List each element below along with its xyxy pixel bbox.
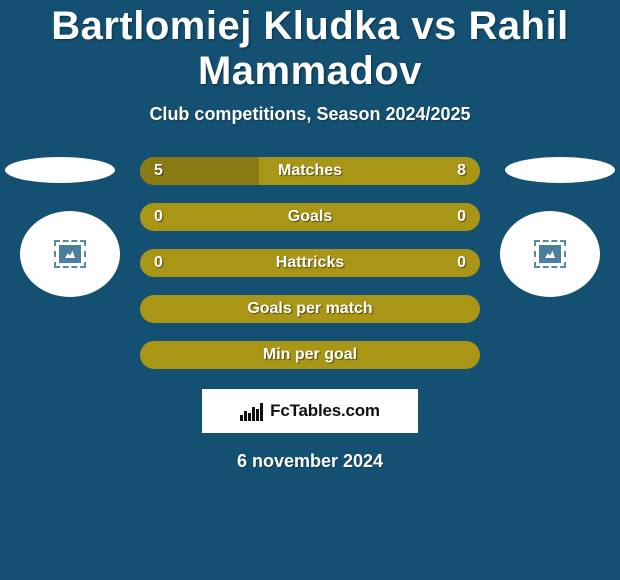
date-label: 6 november 2024 xyxy=(0,451,620,472)
decor-ellipse-right xyxy=(505,157,615,183)
player-badge-left xyxy=(20,211,120,297)
stat-label: Matches xyxy=(278,162,342,180)
stat-row: Goals per match xyxy=(140,295,480,323)
stat-rows: 5 Matches 8 0 Goals 0 0 Hattricks 0 Goals per mat… xyxy=(140,157,480,369)
stat-value-right: 0 xyxy=(457,254,466,272)
player-badge-right xyxy=(500,211,600,297)
subtitle: Club competitions, Season 2024/2025 xyxy=(0,104,620,125)
stat-row: 5 Matches 8 xyxy=(140,157,480,185)
comparison-panel: 5 Matches 8 0 Goals 0 0 Hattricks 0 Goals per mat… xyxy=(0,157,620,369)
placeholder-image-icon xyxy=(59,245,81,263)
stat-value-left: 0 xyxy=(154,254,163,272)
stat-label: Min per goal xyxy=(263,346,357,364)
decor-ellipse-left xyxy=(5,157,115,183)
stat-value-right: 8 xyxy=(457,162,466,180)
stat-row: 0 Goals 0 xyxy=(140,203,480,231)
stat-label: Goals per match xyxy=(247,300,372,318)
stat-value-left: 5 xyxy=(154,162,163,180)
placeholder-image-icon xyxy=(539,245,561,263)
fctables-icon xyxy=(240,401,264,421)
stat-label: Goals xyxy=(288,208,332,226)
page-title: Bartlomiej Kludka vs Rahil Mammadov xyxy=(0,0,620,94)
stat-row: 0 Hattricks 0 xyxy=(140,249,480,277)
stat-value-left: 0 xyxy=(154,208,163,226)
stat-label: Hattricks xyxy=(276,254,344,272)
stat-row: Min per goal xyxy=(140,341,480,369)
attribution-logo: FcTables.com xyxy=(202,389,418,433)
attribution-text: FcTables.com xyxy=(270,401,380,421)
stat-value-right: 0 xyxy=(457,208,466,226)
